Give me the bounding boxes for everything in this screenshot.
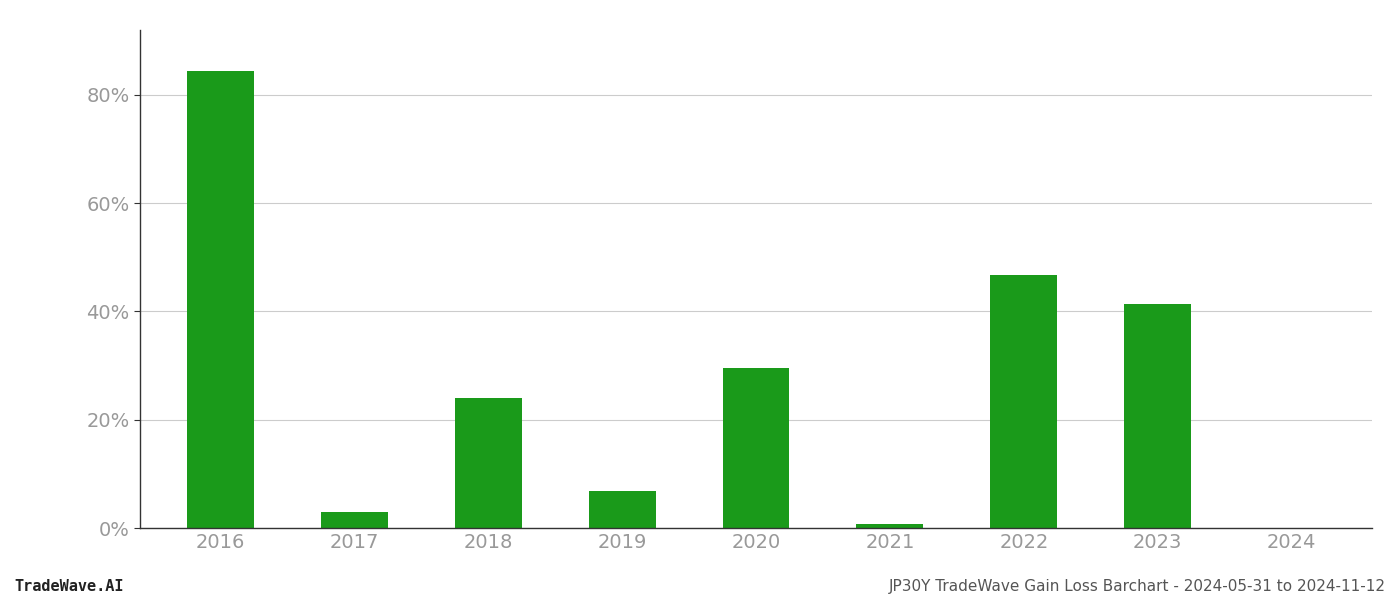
Bar (455, 398, 522, 528)
Bar (588, 491, 655, 528)
Text: JP30Y TradeWave Gain Loss Barchart - 2024-05-31 to 2024-11-12: JP30Y TradeWave Gain Loss Barchart - 202… (889, 579, 1386, 594)
Bar (1124, 304, 1191, 528)
Bar (722, 368, 790, 528)
Text: TradeWave.AI: TradeWave.AI (14, 579, 123, 594)
Bar (321, 512, 388, 528)
Bar (990, 275, 1057, 528)
Bar (857, 524, 924, 528)
Bar (186, 71, 253, 528)
